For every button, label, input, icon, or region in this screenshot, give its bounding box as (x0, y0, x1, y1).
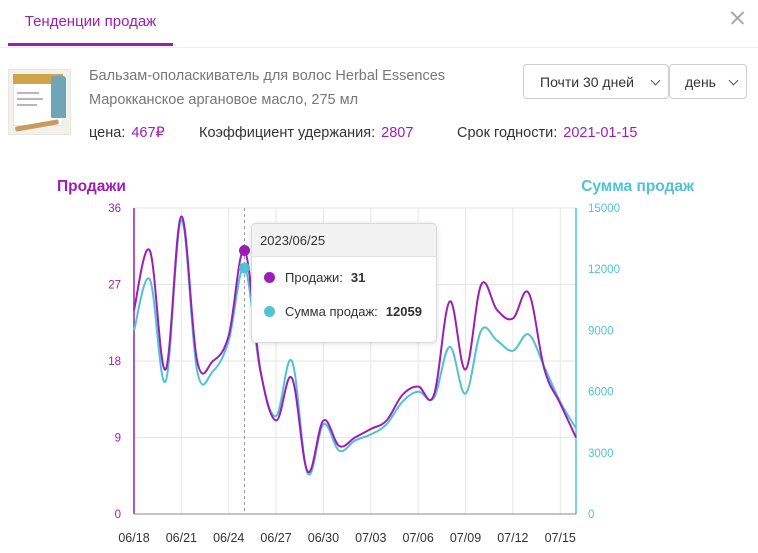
chevron-down-icon (728, 75, 739, 86)
price-label: цена: (89, 125, 126, 141)
expiry-value: 2021-01-15 (563, 125, 638, 141)
right-tick-label: 12000 (588, 264, 620, 276)
sales-highlight-point (239, 245, 250, 256)
product-pack-band (13, 74, 63, 84)
close-icon[interactable] (726, 6, 750, 30)
x-tick-label: 06/30 (308, 531, 339, 545)
expiry-stat: Срок годности: 2021-01-15 (457, 125, 637, 141)
left-tick-label: 9 (115, 433, 121, 445)
product-pack-text-line (17, 104, 37, 106)
sales-amount-highlight-point (239, 262, 250, 274)
x-tick-label: 06/21 (166, 531, 197, 545)
period-select[interactable]: Почти 30 дней (523, 64, 669, 99)
granularity-select-value: день (685, 73, 716, 90)
x-tick-label: 06/24 (213, 531, 244, 545)
left-tick-label: 27 (108, 280, 121, 292)
retention-value: 2807 (381, 125, 414, 141)
chevron-down-icon (650, 75, 661, 86)
x-tick-label: 07/09 (450, 531, 481, 545)
product-image (8, 69, 71, 135)
right-tick-label: 0 (588, 509, 594, 521)
right-tick-label: 15000 (588, 203, 620, 215)
left-tick-label: 18 (108, 356, 121, 368)
product-pack-text-line (17, 98, 43, 100)
x-tick-label: 06/27 (260, 531, 291, 545)
retention-label: Коэффициент удержания: (199, 125, 376, 141)
left-tick-label: 36 (108, 203, 121, 215)
period-select-value: Почти 30 дней (540, 73, 634, 90)
x-tick-label: 07/06 (403, 531, 434, 545)
sales-trend-chart[interactable]: 0 9 18 27 36 0 3000 6000 9000 12000 15000 06/18 06/2… (0, 195, 758, 553)
left-axis-title: Продажи (57, 178, 126, 195)
x-tick-label: 07/15 (545, 531, 576, 545)
sales-series-line (133, 215, 577, 473)
right-tick-label: 3000 (588, 448, 614, 460)
right-tick-label: 9000 (588, 325, 614, 337)
price-value: 467₽ (131, 125, 165, 141)
x-tick-label: 07/12 (497, 531, 528, 545)
left-tick-label: 0 (115, 509, 121, 521)
granularity-select[interactable]: день (669, 64, 747, 99)
amount-legend-dot (264, 306, 275, 317)
product-name: Бальзам-ополаскиватель для волос Herbal … (89, 64, 499, 112)
chart-tooltip: 2023/06/25 Продажи: 31 Сумма продаж: 120… (251, 223, 437, 343)
tab-bar: Тенденции продаж (0, 0, 758, 48)
right-axis-title: Сумма продаж (581, 178, 694, 195)
sales-legend-dot (264, 272, 275, 283)
tooltip-amount-row: Сумма продаж: 12059 (264, 304, 422, 319)
tab-sales-trends[interactable]: Тенденции продаж (8, 0, 173, 46)
retention-stat: Коэффициент удержания: 2807 (199, 125, 413, 141)
tooltip-sales-row: Продажи: 31 (264, 270, 365, 285)
tooltip-date: 2023/06/25 (252, 224, 436, 257)
product-name-line2: Марокканское аргановое масло, 275 мл (89, 92, 359, 108)
x-tick-label: 06/18 (118, 531, 149, 545)
right-tick-label: 6000 (588, 387, 614, 399)
tooltip-amount-label: Сумма продаж: (285, 304, 378, 319)
tooltip-amount-value: 12059 (385, 304, 422, 319)
x-tick-label: 07/03 (355, 531, 386, 545)
tooltip-sales-label: Продажи: (285, 270, 343, 285)
product-name-line1: Бальзам-ополаскиватель для волос Herbal … (89, 68, 446, 84)
product-pack-text-line (17, 92, 39, 94)
price-stat: цена: 467₽ (89, 125, 165, 141)
product-bottle (51, 76, 66, 118)
tooltip-sales-value: 31 (350, 270, 366, 285)
expiry-label: Срок годности: (457, 125, 558, 141)
